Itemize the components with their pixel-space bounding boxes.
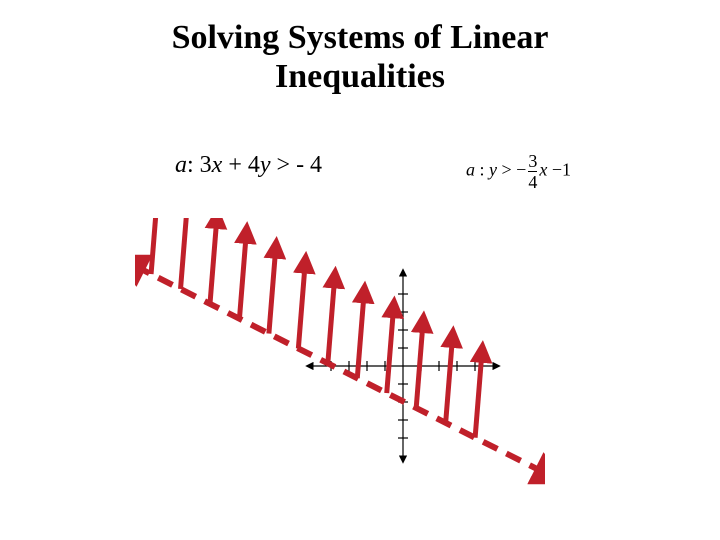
frac-num: 3 — [528, 152, 537, 170]
frac-den: 4 — [528, 173, 537, 191]
eq2-a: a — [466, 160, 475, 180]
eq2-tail: −1 — [547, 160, 571, 180]
eq2-neg: − — [516, 160, 526, 180]
equation-left: a: 3x + 4y > - 4 — [175, 152, 322, 179]
eq-mid: 3 — [194, 152, 212, 178]
equation-right: a : y > −34x −1 — [466, 152, 571, 191]
title-line1: Solving Systems of Linear — [172, 19, 549, 56]
title-line2: Inequalities — [275, 58, 445, 95]
eq-y: y — [260, 152, 271, 178]
eq-colon: : — [187, 152, 194, 178]
graph — [135, 218, 545, 518]
eq2-colon: : — [475, 160, 489, 180]
eq2-gt: > — [497, 160, 516, 180]
page-title: Solving Systems of Linear Inequalities — [130, 18, 590, 96]
eq-plus: + 4 — [222, 152, 260, 178]
eq-tail: > - 4 — [271, 152, 323, 178]
graph-svg — [135, 218, 545, 518]
eq-a: a — [175, 152, 187, 178]
fraction: 34 — [528, 152, 537, 191]
eq2-y: y — [489, 160, 497, 180]
eq-x: x — [212, 152, 223, 178]
